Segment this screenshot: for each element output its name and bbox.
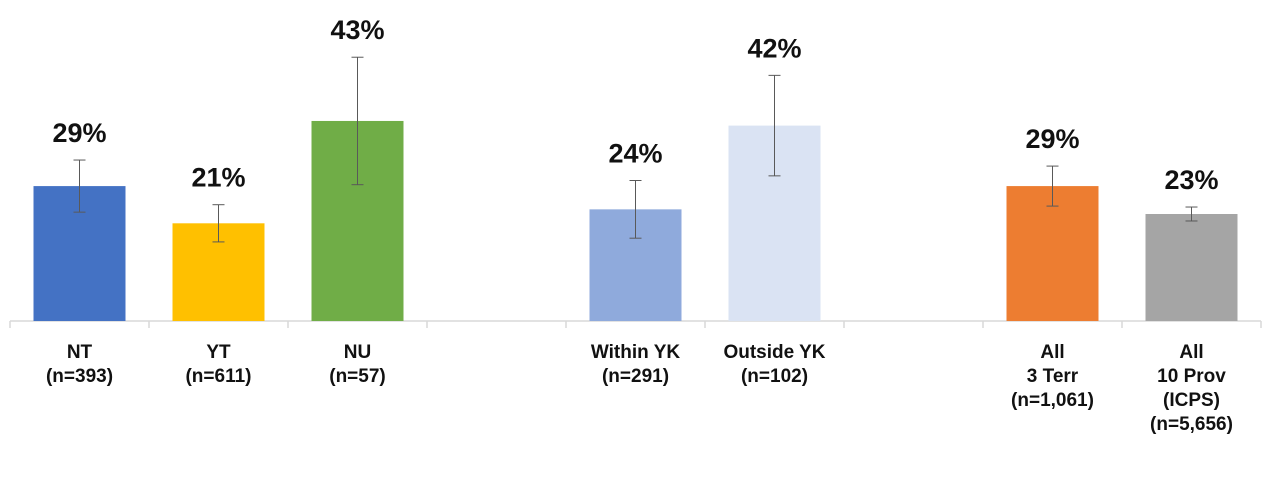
value-label: 21%: [191, 163, 245, 193]
x-tick-label: YT (n=611): [185, 342, 252, 387]
x-tick-label: All 10 Prov (ICPS) (n=5,656): [1150, 342, 1233, 435]
error-bar: [1046, 165, 1059, 207]
value-label: 23%: [1164, 165, 1218, 195]
value-label: 43%: [330, 15, 384, 45]
x-tick-label: All 3 Terr (n=1,061): [1011, 342, 1094, 411]
value-label: 29%: [1025, 124, 1079, 154]
x-tick-label: Outside YK (n=102): [723, 342, 826, 387]
value-label: 42%: [747, 33, 801, 63]
error-bar: [73, 159, 86, 213]
x-tick-label: NT (n=393): [45, 342, 114, 387]
error-bar: [351, 56, 364, 186]
value-label: 29%: [52, 118, 106, 148]
error-bar: [768, 74, 781, 177]
x-tick-label: NU (n=57): [329, 342, 386, 387]
error-bar: [1185, 206, 1198, 222]
bar: [1145, 214, 1238, 321]
error-bar: [629, 180, 642, 239]
error-bar: [212, 204, 225, 243]
bar: [1006, 186, 1099, 321]
value-label: 24%: [608, 139, 662, 169]
x-tick-label: Within YK (n=291): [590, 342, 681, 387]
